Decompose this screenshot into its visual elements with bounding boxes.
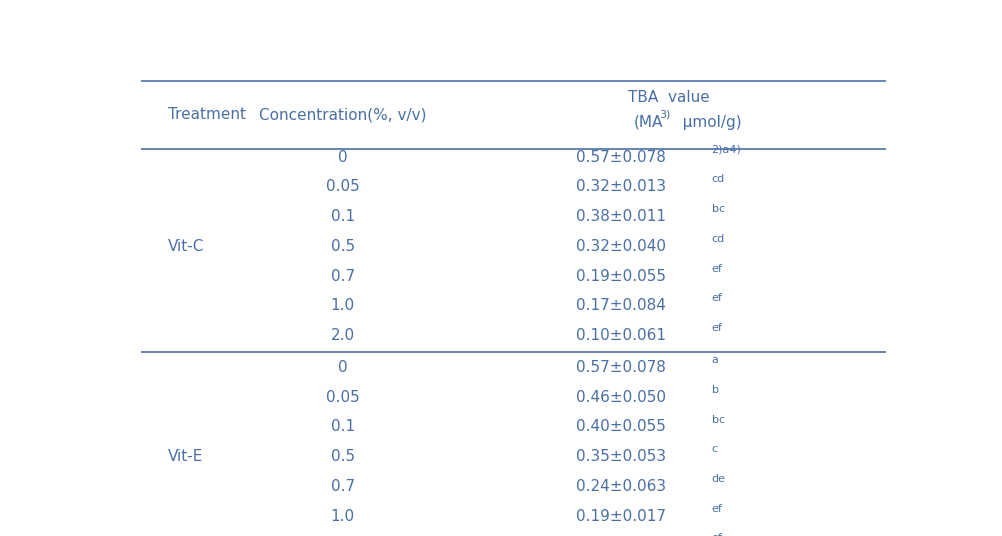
Text: de: de: [711, 474, 725, 484]
Text: 0.24±0.063: 0.24±0.063: [575, 479, 665, 494]
Text: 0.7: 0.7: [331, 479, 355, 494]
Text: 0.5: 0.5: [331, 239, 355, 254]
Text: 0.1: 0.1: [331, 209, 355, 224]
Text: cd: cd: [711, 175, 724, 184]
Text: 0.32±0.013: 0.32±0.013: [575, 180, 665, 195]
Text: 0.5: 0.5: [331, 449, 355, 464]
Text: 1.0: 1.0: [331, 298, 355, 313]
Text: 0.32±0.040: 0.32±0.040: [575, 239, 665, 254]
Text: 0.38±0.011: 0.38±0.011: [575, 209, 665, 224]
Text: 0.40±0.055: 0.40±0.055: [575, 420, 665, 435]
Text: 0.17±0.084: 0.17±0.084: [575, 298, 665, 313]
Text: 0.57±0.078: 0.57±0.078: [575, 150, 665, 165]
Text: ef: ef: [711, 264, 722, 273]
Text: 0: 0: [338, 360, 348, 375]
Text: μmol/g): μmol/g): [672, 115, 741, 130]
Text: ef: ef: [711, 533, 722, 536]
Text: 1.0: 1.0: [331, 509, 355, 524]
Text: 3): 3): [659, 110, 671, 120]
Text: 0.57±0.078: 0.57±0.078: [575, 360, 665, 375]
Text: cd: cd: [711, 234, 724, 244]
Text: ef: ef: [711, 323, 722, 333]
Text: a: a: [711, 355, 718, 365]
Text: 0: 0: [338, 150, 348, 165]
Text: 0.05: 0.05: [326, 180, 360, 195]
Text: 0.7: 0.7: [331, 269, 355, 284]
Text: 2.0: 2.0: [331, 328, 355, 343]
Text: (MA: (MA: [634, 115, 663, 130]
Text: 0.05: 0.05: [326, 390, 360, 405]
Text: Concentration(%, v/v): Concentration(%, v/v): [259, 107, 427, 122]
Text: bc: bc: [711, 414, 724, 425]
Text: 0.46±0.050: 0.46±0.050: [575, 390, 665, 405]
Text: c: c: [711, 444, 717, 454]
Text: 0.19±0.055: 0.19±0.055: [575, 269, 665, 284]
Text: ef: ef: [711, 504, 722, 513]
Text: Vit-C: Vit-C: [168, 239, 204, 254]
Text: b: b: [711, 385, 718, 395]
Text: 0.35±0.053: 0.35±0.053: [575, 449, 665, 464]
Text: 0.19±0.017: 0.19±0.017: [575, 509, 665, 524]
Text: bc: bc: [711, 204, 724, 214]
Text: Treatment: Treatment: [168, 107, 245, 122]
Text: 2)a4): 2)a4): [711, 145, 741, 155]
Text: TBA  value: TBA value: [628, 90, 709, 105]
Text: Vit-E: Vit-E: [168, 449, 203, 464]
Text: 0.1: 0.1: [331, 420, 355, 435]
Text: 0.10±0.061: 0.10±0.061: [575, 328, 665, 343]
Text: ef: ef: [711, 293, 722, 303]
